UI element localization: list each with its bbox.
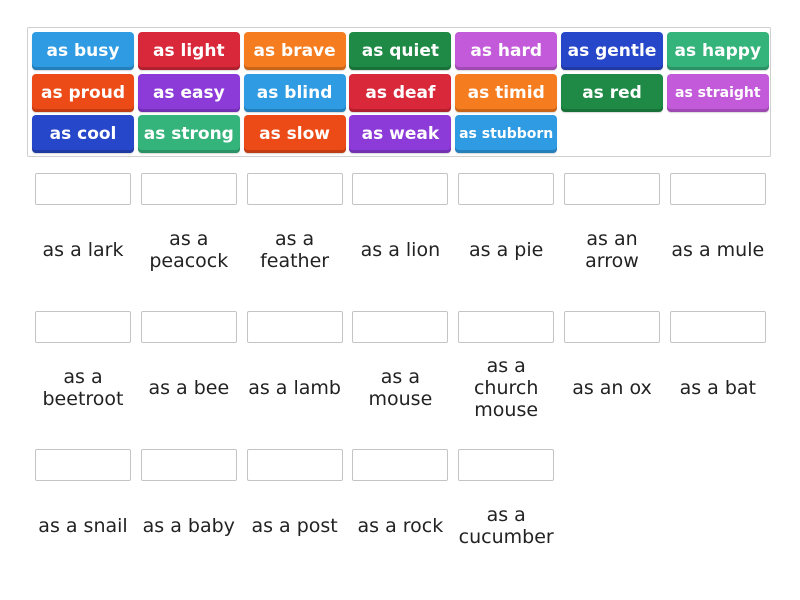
word-tile[interactable]: as stubborn [455,115,558,153]
drop-slot[interactable] [140,173,237,205]
drop-slot[interactable] [246,449,343,481]
word-tile[interactable]: as hard [455,32,558,70]
drop-slot[interactable] [669,173,766,205]
drop-slot[interactable] [458,449,555,481]
target-label: as a feather [260,228,330,272]
target-label: as a lamb [248,377,341,399]
word-tile[interactable]: as brave [243,32,346,70]
target-label: as an ox [572,377,652,399]
word-tile[interactable]: as proud [32,73,134,112]
target-label: as a peacock [149,228,229,272]
drop-slot[interactable] [35,311,131,343]
target-label: as an arrow [585,228,639,272]
target-label: as a mule [671,239,765,261]
target-label: as a lion [360,239,441,261]
target-label: as a pie [469,239,544,261]
target-label: as a mouse [368,366,433,410]
word-tile[interactable]: as weak [349,115,452,153]
target-label: as a bat [679,377,756,399]
word-tile[interactable]: as cool [32,115,134,153]
word-tile[interactable]: as blind [243,73,346,112]
drop-slot[interactable] [669,311,766,343]
drop-slot[interactable] [352,173,449,205]
word-tile[interactable]: as light [137,32,240,70]
drop-slot[interactable] [140,449,237,481]
target-label: as a post [251,515,338,537]
word-tile[interactable]: as slow [243,115,346,153]
drop-slot[interactable] [246,173,343,205]
drop-slot[interactable] [564,173,660,205]
drop-slot[interactable] [352,311,449,343]
target-label: as a church mouse [473,355,539,421]
drop-slot[interactable] [35,173,131,205]
drop-slot[interactable] [140,311,237,343]
word-tile[interactable]: as quiet [349,32,452,70]
word-tile[interactable]: as busy [32,32,134,70]
word-tile[interactable]: as straight [666,73,769,112]
word-tile[interactable]: as red [561,73,663,112]
drop-slot[interactable] [564,311,660,343]
drop-slot[interactable] [458,311,555,343]
word-tile[interactable]: as strong [137,115,240,153]
word-tile[interactable]: as deaf [349,73,452,112]
target-label: as a rock [357,515,444,537]
target-label: as a lark [42,239,124,261]
drop-slot[interactable] [246,311,343,343]
drop-slot[interactable] [458,173,555,205]
word-tile[interactable]: as happy [666,32,769,70]
target-label: as a beetroot [42,366,124,410]
word-tile[interactable]: as timid [455,73,558,112]
target-label: as a baby [142,515,235,537]
target-label: as a snail [38,515,128,537]
drop-slot[interactable] [35,449,131,481]
target-label: as a bee [148,377,230,399]
word-bank: as busy as light as brave as quiet as hard as… [27,27,771,157]
word-tile[interactable]: as easy [137,73,240,112]
target-label: as a cucumber [458,504,554,548]
word-tile[interactable]: as gentle [561,32,663,70]
drop-slot[interactable] [352,449,449,481]
